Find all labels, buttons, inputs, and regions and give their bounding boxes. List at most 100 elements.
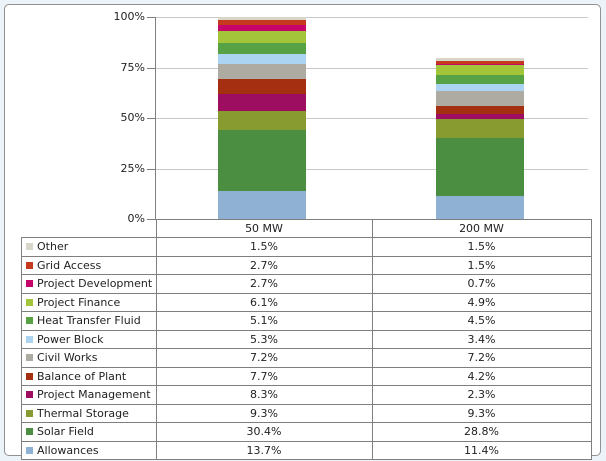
table-row-solar-field: Solar Field 30.4% 28.8% <box>21 422 592 442</box>
bar-50-mw <box>218 17 306 219</box>
value-cell-200-mw-project-management: 2.3% <box>371 385 592 405</box>
bar-segment-other <box>218 17 306 21</box>
table-row-grid-access: Grid Access 2.7% 1.5% <box>21 255 592 275</box>
legend-color-swatch-icon <box>26 428 33 436</box>
legend-label-cell: Project Management <box>21 385 157 405</box>
y-axis-tick-label: 25% <box>120 162 145 175</box>
legend-label-cell: Power Block <box>21 329 157 349</box>
legend-label: Heat Transfer Fluid <box>37 314 141 328</box>
legend-label: Grid Access <box>37 258 102 272</box>
bar-segment-balance-of-plant <box>218 78 306 95</box>
legend-color-swatch-icon <box>26 243 33 251</box>
legend-color-swatch-icon <box>26 317 33 325</box>
legend-label-cell: Allowances <box>21 440 157 460</box>
table-row-thermal-storage: Thermal Storage 9.3% 9.3% <box>21 403 592 423</box>
gridline <box>156 68 588 69</box>
table-row-project-management: Project Management 8.3% 2.3% <box>21 385 592 405</box>
data-table: 50 MW 200 MW Other 1.5% 1.5% Grid Access 2.7%… <box>21 219 592 460</box>
legend-label-cell: Project Development <box>21 274 157 294</box>
value-cell-200-mw-project-finance: 4.9% <box>371 292 592 312</box>
bar-segment-thermal-storage <box>218 111 306 130</box>
legend-color-swatch-icon <box>26 372 33 380</box>
y-axis-tick-label: 100% <box>113 10 145 23</box>
value-cell-50-mw-project-finance: 6.1% <box>155 292 373 312</box>
bar-segment-project-management <box>436 114 524 119</box>
bar-segment-thermal-storage <box>436 118 524 138</box>
legend-color-swatch-icon <box>26 409 33 417</box>
value-cell-200-mw-other: 1.5% <box>371 237 592 257</box>
legend-label: Allowances <box>37 443 99 457</box>
legend-label-cell: Balance of Plant <box>21 366 157 386</box>
legend-label-cell: Heat Transfer Fluid <box>21 311 157 331</box>
bar-segment-grid-access <box>436 61 524 65</box>
bar-segment-heat-transfer-fluid <box>218 43 306 54</box>
bar-segment-project-finance <box>218 30 306 44</box>
bar-segment-heat-transfer-fluid <box>436 75 524 85</box>
y-axis-tick <box>147 17 156 18</box>
value-cell-200-mw-balance-of-plant: 4.2% <box>371 366 592 386</box>
legend-label: Project Development <box>37 277 153 291</box>
table-row-civil-works: Civil Works 7.2% 7.2% <box>21 348 592 368</box>
legend-label-cell: Thermal Storage <box>21 403 157 423</box>
legend-color-swatch-icon <box>26 298 33 306</box>
bar-segment-project-finance <box>436 65 524 76</box>
legend-label: Balance of Plant <box>37 369 127 383</box>
table-row-project-development: Project Development 2.7% 0.7% <box>21 274 592 294</box>
legend-label: Other <box>37 240 69 254</box>
bar-segment-project-management <box>218 94 306 112</box>
y-axis-tick-label: 75% <box>120 61 145 74</box>
table-row-power-block: Power Block 5.3% 3.4% <box>21 329 592 349</box>
value-cell-50-mw-balance-of-plant: 7.7% <box>155 366 373 386</box>
legend-color-swatch-icon <box>26 335 33 343</box>
value-cell-50-mw-thermal-storage: 9.3% <box>155 403 373 423</box>
legend-color-swatch-icon <box>26 446 33 454</box>
gridline <box>156 169 588 170</box>
value-cell-50-mw-heat-transfer-fluid: 5.1% <box>155 311 373 331</box>
legend-label-cell: Other <box>21 237 157 257</box>
y-axis-tick-label: 50% <box>120 111 145 124</box>
bar-segment-solar-field <box>436 137 524 196</box>
table-header-row: 50 MW 200 MW <box>22 219 592 238</box>
value-cell-200-mw-civil-works: 7.2% <box>371 348 592 368</box>
value-cell-200-mw-thermal-storage: 9.3% <box>371 403 592 423</box>
legend-color-swatch-icon <box>26 391 33 399</box>
y-axis-tick <box>147 68 156 69</box>
bar-segment-project-development <box>436 64 524 66</box>
table-corner-blank <box>22 220 157 238</box>
value-cell-200-mw-grid-access: 1.5% <box>371 255 592 275</box>
bar-segment-balance-of-plant <box>436 105 524 115</box>
table-row-heat-transfer-fluid: Heat Transfer Fluid 5.1% 4.5% <box>21 311 592 331</box>
legend-label-cell: Grid Access <box>21 255 157 275</box>
gridline <box>156 118 588 119</box>
value-cell-50-mw-grid-access: 2.7% <box>155 255 373 275</box>
y-axis-tick-label: 0% <box>127 212 145 225</box>
bar-segment-civil-works <box>218 64 306 79</box>
bar-200-mw <box>436 58 524 219</box>
value-cell-50-mw-power-block: 5.3% <box>155 329 373 349</box>
legend-label: Project Finance <box>37 295 121 309</box>
value-cell-200-mw-allowances: 11.4% <box>371 440 592 460</box>
value-cell-200-mw-solar-field: 28.8% <box>371 422 592 442</box>
legend-color-swatch-icon <box>26 280 33 288</box>
y-axis-tick <box>147 219 156 220</box>
y-axis-tick <box>147 169 156 170</box>
value-cell-50-mw-project-management: 8.3% <box>155 385 373 405</box>
bar-segment-power-block <box>436 84 524 92</box>
legend-color-swatch-icon <box>26 261 33 269</box>
value-cell-50-mw-other: 1.5% <box>155 237 373 257</box>
legend-label: Project Management <box>37 388 151 402</box>
column-header-50-mw: 50 MW <box>155 219 373 238</box>
y-axis-tick <box>147 118 156 119</box>
legend-color-swatch-icon <box>26 354 33 362</box>
legend-label-cell: Civil Works <box>21 348 157 368</box>
table-row-allowances: Allowances 13.7% 11.4% <box>21 440 592 460</box>
table-row-balance-of-plant: Balance of Plant 7.7% 4.2% <box>21 366 592 386</box>
bar-segment-solar-field <box>218 129 306 192</box>
legend-label: Civil Works <box>37 351 98 365</box>
legend-label: Thermal Storage <box>37 406 129 420</box>
value-cell-50-mw-project-development: 2.7% <box>155 274 373 294</box>
value-cell-50-mw-solar-field: 30.4% <box>155 422 373 442</box>
bar-segment-civil-works <box>436 91 524 106</box>
column-header-200-mw: 200 MW <box>371 219 592 238</box>
